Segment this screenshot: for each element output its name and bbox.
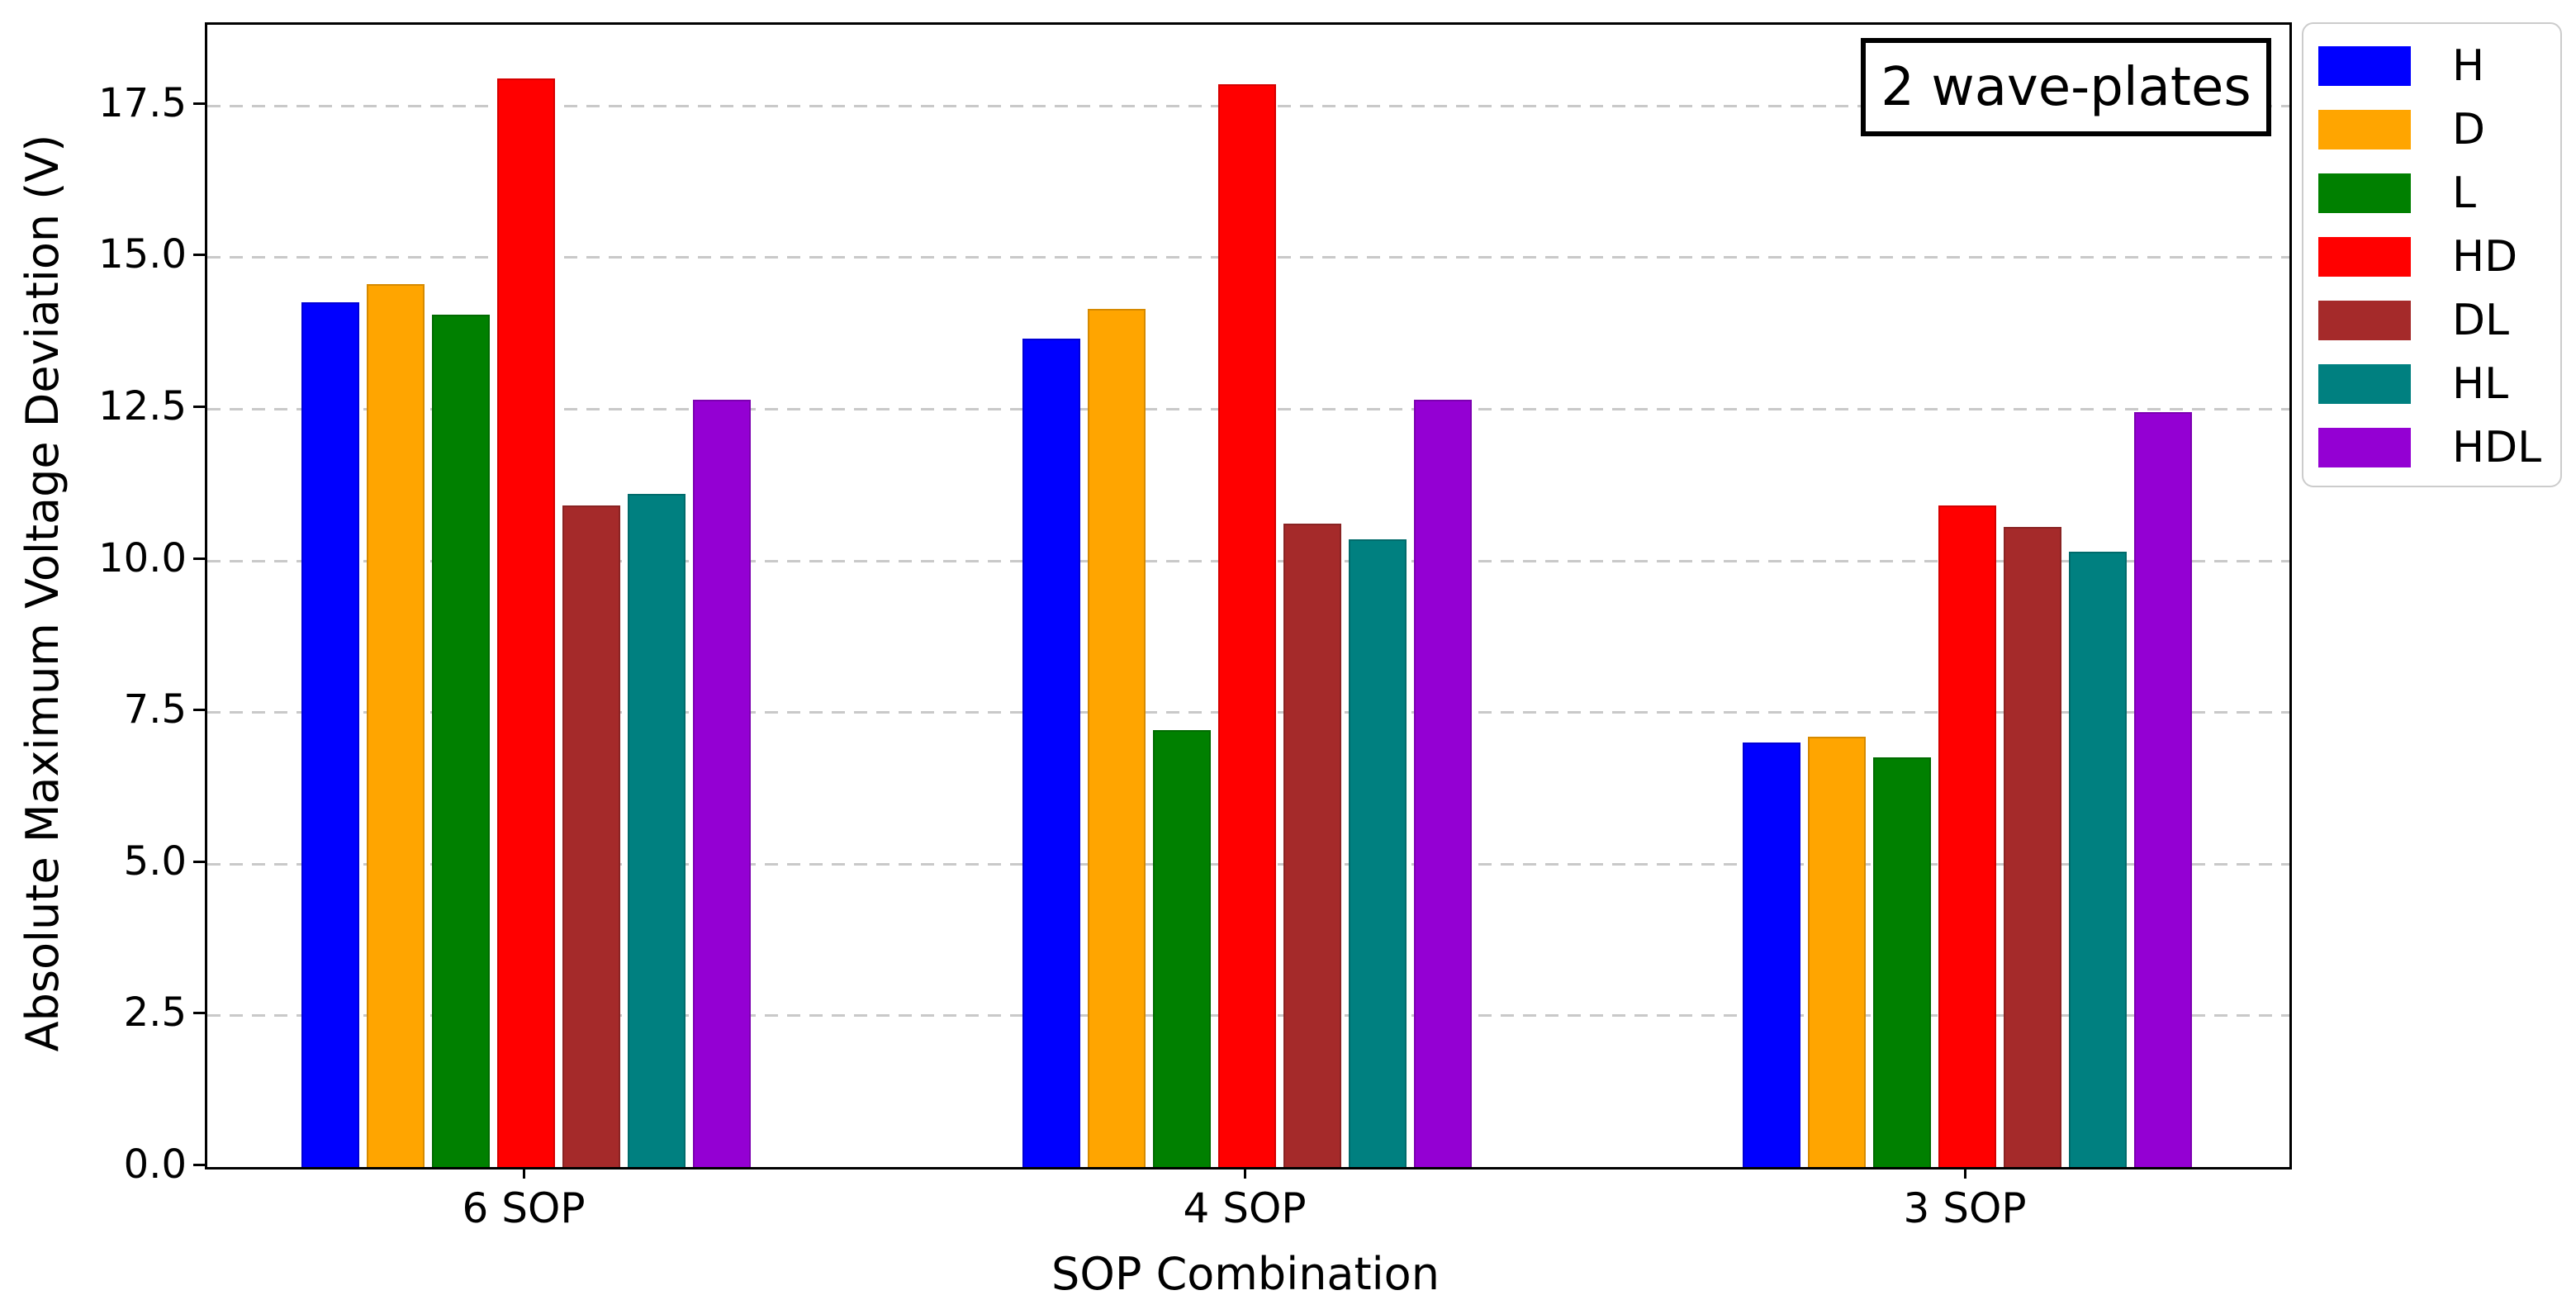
annotation-box: 2 wave-plates (1861, 38, 2271, 136)
legend-item-HL: HL (2318, 352, 2560, 415)
bar-L-3-SOP (1873, 757, 1931, 1167)
bar-HL-6-SOP (628, 494, 686, 1167)
legend: H D L HD DL HL HDL (2302, 22, 2562, 487)
legend-label-HL: HL (2452, 358, 2509, 409)
y-tick-15 (193, 254, 205, 257)
y-tick-label-7.5: 7.5 (123, 686, 187, 733)
bar-DL-6-SOP (562, 505, 620, 1167)
legend-item-H: H (2318, 34, 2560, 97)
x-tick-label-4-SOP: 4 SOP (1183, 1184, 1307, 1232)
y-tick-label-12.5: 12.5 (98, 382, 187, 429)
bar-DL-3-SOP (2004, 527, 2061, 1167)
bar-HL-3-SOP (2069, 552, 2127, 1167)
bar-HDL-6-SOP (693, 400, 751, 1167)
legend-swatch-HL (2318, 363, 2411, 404)
legend-item-L: L (2318, 161, 2560, 225)
y-axis-label: Absolute Maximum Voltage Deviation (V) (17, 134, 69, 1052)
bar-H-6-SOP (301, 302, 359, 1167)
legend-swatch-L (2318, 173, 2411, 213)
legend-label-L: L (2452, 168, 2476, 218)
x-tick-label-6-SOP: 6 SOP (462, 1184, 586, 1232)
legend-label-HD: HD (2452, 231, 2518, 282)
x-tick-1 (1244, 1167, 1246, 1179)
plot-area: 2 wave-plates (205, 22, 2292, 1170)
annotation-text: 2 wave-plates (1881, 56, 2251, 118)
legend-label-D: D (2452, 104, 2486, 154)
legend-swatch-H (2318, 45, 2411, 86)
legend-item-D: D (2318, 97, 2560, 161)
y-tick-0 (193, 1164, 205, 1166)
bar-H-4-SOP (1022, 339, 1080, 1167)
y-tick-label-0.0: 0.0 (123, 1141, 187, 1188)
x-tick-2 (1964, 1167, 1966, 1179)
x-tick-label-3-SOP: 3 SOP (1903, 1184, 2027, 1232)
legend-swatch-DL (2318, 300, 2411, 340)
y-tick-label-17.5: 17.5 (98, 79, 187, 126)
bar-L-6-SOP (432, 315, 490, 1167)
legend-label-HDL: HDL (2452, 422, 2542, 472)
legend-swatch-HD (2318, 236, 2411, 277)
bar-L-4-SOP (1153, 730, 1211, 1167)
legend-item-DL: DL (2318, 288, 2560, 352)
legend-label-H: H (2452, 40, 2485, 91)
y-tick-10 (193, 557, 205, 560)
bar-HDL-3-SOP (2134, 412, 2192, 1167)
y-tick-label-2.5: 2.5 (123, 989, 187, 1037)
legend-swatch-D (2318, 109, 2411, 149)
bar-DL-4-SOP (1283, 524, 1341, 1167)
y-tick-label-10.0: 10.0 (98, 534, 187, 581)
legend-label-DL: DL (2452, 295, 2510, 345)
y-tick-2.5 (193, 1012, 205, 1015)
legend-item-HD: HD (2318, 225, 2560, 288)
legend-item-HDL: HDL (2318, 415, 2560, 479)
y-tick-12.5 (193, 405, 205, 408)
bar-HD-4-SOP (1218, 84, 1276, 1167)
bar-HD-3-SOP (1938, 505, 1996, 1167)
bar-HDL-4-SOP (1414, 400, 1472, 1167)
bar-D-3-SOP (1808, 737, 1866, 1167)
y-tick-5 (193, 860, 205, 863)
bar-H-3-SOP (1743, 743, 1800, 1167)
bar-D-6-SOP (367, 284, 425, 1167)
legend-swatch-HDL (2318, 427, 2411, 467)
y-tick-label-5.0: 5.0 (123, 837, 187, 885)
x-axis-label: SOP Combination (1051, 1248, 1440, 1300)
bar-HD-6-SOP (497, 78, 555, 1167)
x-tick-0 (523, 1167, 525, 1179)
y-tick-label-15.0: 15.0 (98, 231, 187, 278)
bar-HL-4-SOP (1349, 539, 1407, 1167)
y-tick-17.5 (193, 102, 205, 105)
y-tick-7.5 (193, 709, 205, 712)
bar-D-4-SOP (1088, 309, 1146, 1167)
